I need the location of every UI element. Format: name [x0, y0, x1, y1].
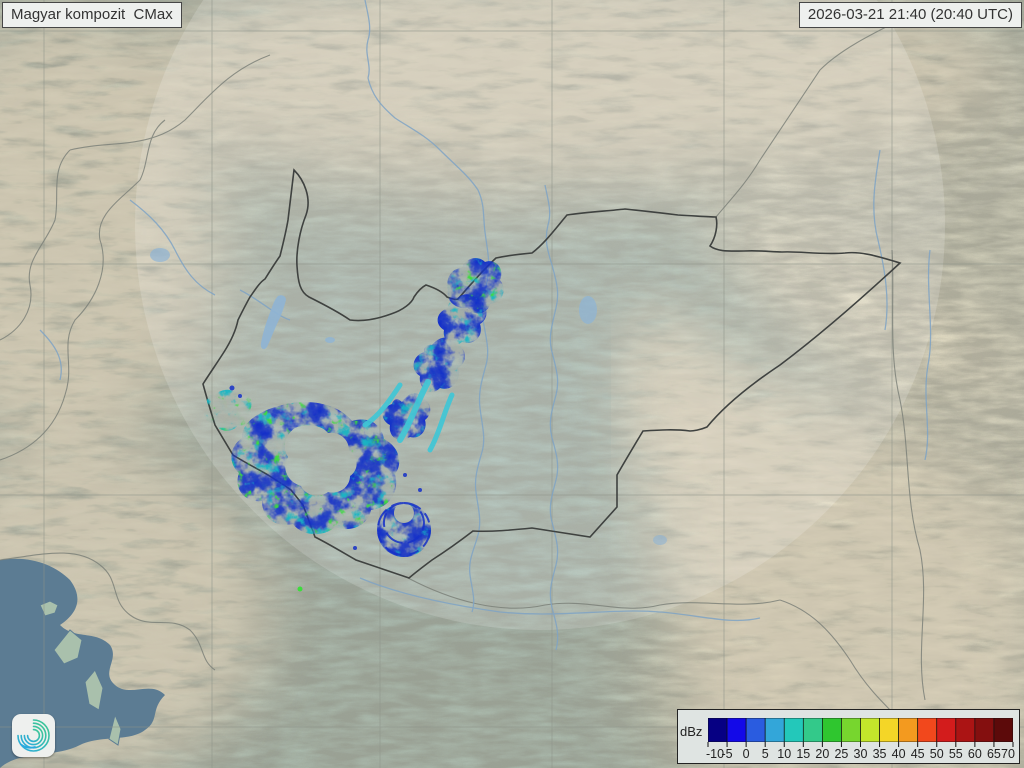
svg-text:20: 20 — [815, 747, 829, 761]
svg-text:25: 25 — [834, 747, 848, 761]
svg-text:5: 5 — [762, 747, 769, 761]
svg-text:0: 0 — [743, 747, 750, 761]
svg-text:45: 45 — [911, 747, 925, 761]
svg-text:70: 70 — [1001, 747, 1015, 761]
svg-text:15: 15 — [796, 747, 810, 761]
svg-text:60: 60 — [968, 747, 982, 761]
svg-text:65: 65 — [987, 747, 1001, 761]
svg-text:30: 30 — [854, 747, 868, 761]
svg-text:40: 40 — [892, 747, 906, 761]
svg-text:50: 50 — [930, 747, 944, 761]
svg-text:35: 35 — [873, 747, 887, 761]
svg-text:10: 10 — [777, 747, 791, 761]
svg-text:-5: -5 — [722, 747, 733, 761]
svg-text:55: 55 — [949, 747, 963, 761]
